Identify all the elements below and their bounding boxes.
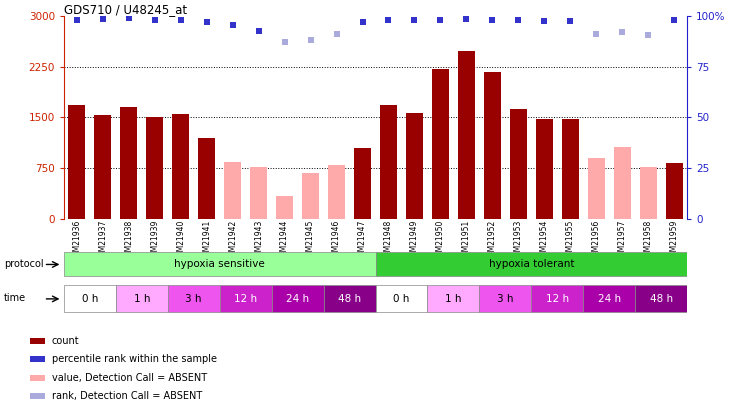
Text: 48 h: 48 h bbox=[650, 294, 673, 304]
Bar bbox=[328, 165, 345, 219]
Bar bbox=[536, 119, 553, 219]
Text: 3 h: 3 h bbox=[185, 294, 202, 304]
Bar bbox=[95, 115, 111, 219]
Bar bbox=[30, 375, 45, 381]
Text: value, Detection Call = ABSENT: value, Detection Call = ABSENT bbox=[52, 373, 207, 383]
Bar bbox=[116, 285, 167, 312]
Bar bbox=[272, 285, 324, 312]
Bar bbox=[532, 285, 584, 312]
Bar bbox=[588, 158, 605, 219]
Bar bbox=[635, 285, 687, 312]
Bar bbox=[30, 393, 45, 399]
Text: hypoxia tolerant: hypoxia tolerant bbox=[489, 259, 574, 269]
Bar bbox=[172, 114, 189, 219]
Bar bbox=[406, 113, 423, 219]
Text: 12 h: 12 h bbox=[546, 294, 569, 304]
Text: 24 h: 24 h bbox=[286, 294, 309, 304]
Bar bbox=[479, 285, 532, 312]
Text: percentile rank within the sample: percentile rank within the sample bbox=[52, 354, 217, 364]
Bar bbox=[225, 162, 241, 219]
Bar bbox=[665, 163, 683, 219]
Text: 3 h: 3 h bbox=[497, 294, 514, 304]
Text: 48 h: 48 h bbox=[338, 294, 361, 304]
Text: 0 h: 0 h bbox=[82, 294, 98, 304]
Bar bbox=[146, 117, 163, 219]
Bar bbox=[376, 285, 427, 312]
Text: GDS710 / U48245_at: GDS710 / U48245_at bbox=[64, 3, 187, 16]
Text: time: time bbox=[4, 294, 26, 303]
Text: 1 h: 1 h bbox=[134, 294, 150, 304]
Bar bbox=[250, 167, 267, 219]
Bar bbox=[640, 167, 656, 219]
Bar bbox=[562, 119, 579, 219]
Bar bbox=[64, 285, 116, 312]
Bar bbox=[64, 252, 376, 276]
Text: hypoxia sensitive: hypoxia sensitive bbox=[174, 259, 265, 269]
Bar bbox=[120, 107, 137, 219]
Text: rank, Detection Call = ABSENT: rank, Detection Call = ABSENT bbox=[52, 391, 202, 401]
Bar bbox=[584, 285, 635, 312]
Text: 0 h: 0 h bbox=[394, 294, 409, 304]
Text: count: count bbox=[52, 336, 80, 346]
Bar bbox=[30, 338, 45, 344]
Bar bbox=[484, 72, 501, 219]
Bar bbox=[376, 252, 687, 276]
Text: 24 h: 24 h bbox=[598, 294, 621, 304]
Text: 12 h: 12 h bbox=[234, 294, 257, 304]
Bar bbox=[427, 285, 479, 312]
Bar bbox=[167, 285, 220, 312]
Bar bbox=[354, 148, 371, 219]
Bar bbox=[380, 105, 397, 219]
Bar bbox=[276, 196, 293, 219]
Bar bbox=[324, 285, 376, 312]
Bar bbox=[220, 285, 272, 312]
Bar bbox=[68, 105, 86, 219]
Bar bbox=[432, 69, 449, 219]
Bar bbox=[198, 138, 215, 219]
Bar bbox=[458, 51, 475, 219]
Bar bbox=[510, 109, 526, 219]
Text: 1 h: 1 h bbox=[445, 294, 462, 304]
Bar bbox=[614, 147, 631, 219]
Text: protocol: protocol bbox=[4, 259, 44, 269]
Bar bbox=[30, 356, 45, 362]
Bar bbox=[302, 173, 319, 219]
